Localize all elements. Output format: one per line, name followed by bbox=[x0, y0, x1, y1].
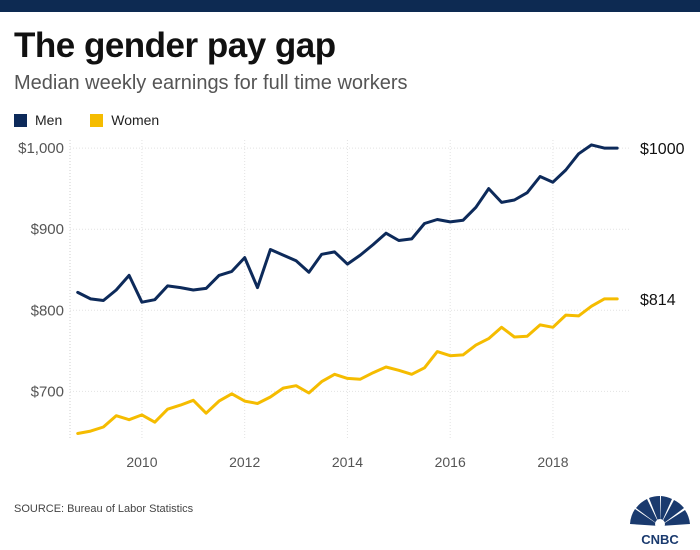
x-tick-label: 2010 bbox=[126, 454, 157, 470]
end-label-men: $1000 bbox=[640, 141, 685, 158]
legend-swatch-men bbox=[14, 113, 27, 127]
x-tick-label: 2018 bbox=[537, 454, 568, 470]
legend-item-men: Men bbox=[14, 112, 62, 128]
logo-wordmark: CNBC bbox=[641, 532, 679, 546]
legend-label-women: Women bbox=[111, 112, 160, 128]
x-tick-label: 2012 bbox=[229, 454, 260, 470]
x-tick-label: 2014 bbox=[332, 454, 363, 470]
x-tick-label: 2016 bbox=[435, 454, 466, 470]
source-note: SOURCE: Bureau of Labor Statistics bbox=[14, 503, 194, 515]
series-line-men bbox=[76, 143, 619, 304]
legend-label-men: Men bbox=[35, 112, 63, 128]
top-banner-bar bbox=[0, 0, 700, 12]
legend-swatch-women bbox=[90, 113, 104, 127]
series-line-women bbox=[76, 297, 619, 435]
legend: Men Women bbox=[14, 110, 187, 130]
end-label-women: $814 bbox=[640, 292, 676, 309]
y-tick-label: $900 bbox=[31, 221, 64, 238]
chart-subtitle: Median weekly earnings for full time wor… bbox=[14, 72, 408, 94]
legend-item-women: Women bbox=[90, 112, 159, 128]
cnbc-peacock-logo-icon: CNBC bbox=[630, 495, 690, 546]
chart-title: The gender pay gap bbox=[14, 26, 336, 65]
y-tick-label: $800 bbox=[31, 302, 64, 319]
y-tick-label: $1,000 bbox=[18, 140, 64, 157]
y-tick-label: $700 bbox=[31, 383, 64, 400]
